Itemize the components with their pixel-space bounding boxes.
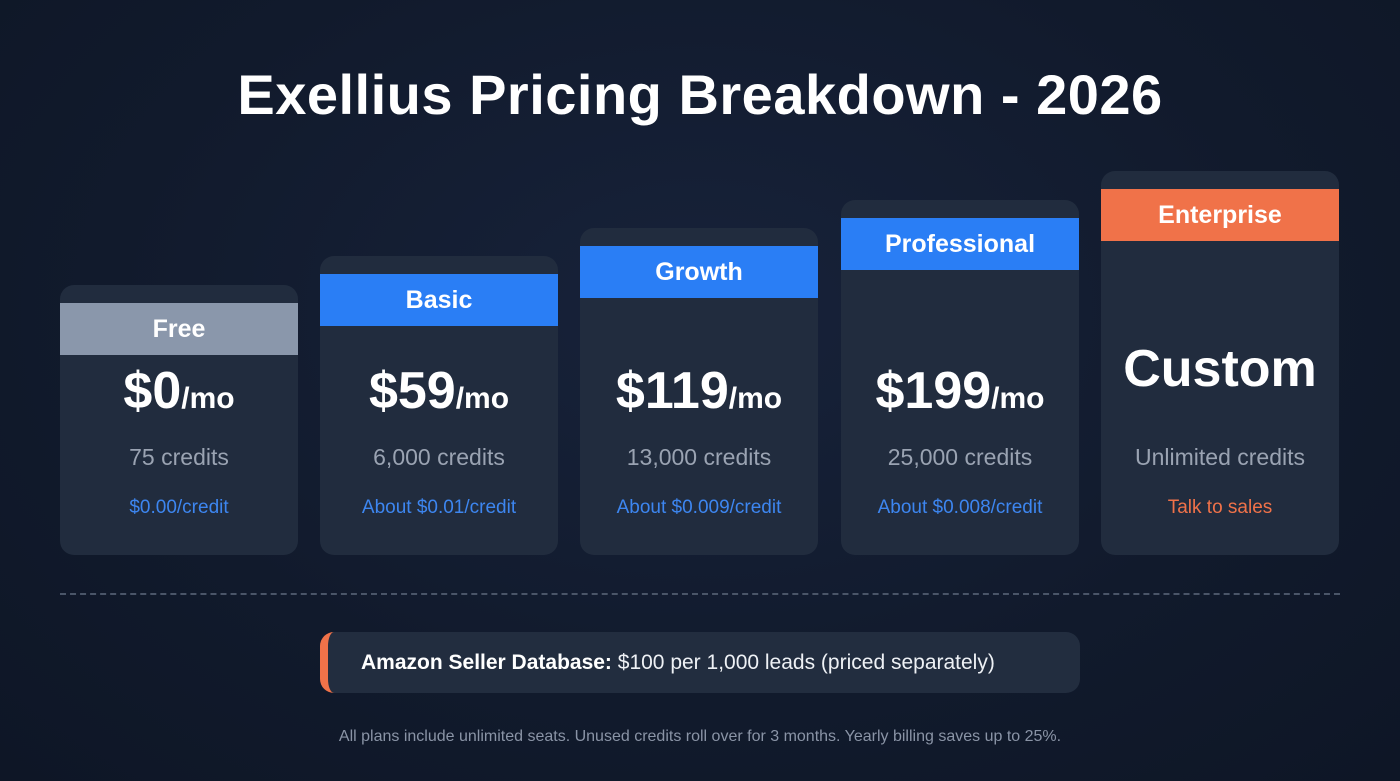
plan-price: $0/mo: [60, 365, 298, 425]
plan-card-growth: Growth $119/mo 13,000 credits About $0.0…: [580, 228, 818, 555]
plan-credits: 6,000 credits: [373, 444, 505, 470]
plan-card-free: Free $0/mo 75 credits $0.00/credit: [60, 285, 298, 555]
price-amount: $119: [615, 362, 729, 420]
plan-per-credit: About $0.008/credit: [877, 497, 1043, 518]
plan-per-credit: $0.00/credit: [129, 497, 229, 518]
plan-contact-sales: Talk to sales: [1167, 497, 1273, 518]
footer-note: All plans include unlimited seats. Unuse…: [338, 728, 1062, 745]
plan-name: Professional: [841, 218, 1079, 270]
price-unit: /mo: [181, 382, 235, 415]
plan-name: Growth: [580, 246, 818, 298]
plan-credits: Unlimited credits: [1135, 444, 1305, 470]
addon-label: Amazon Seller Database:: [361, 651, 612, 674]
plan-price: Custom: [1101, 343, 1339, 403]
addon-banner: Amazon Seller Database: $100 per 1,000 l…: [320, 632, 1080, 693]
plan-credits: 75 credits: [129, 444, 229, 470]
price-unit: /mo: [455, 382, 510, 415]
price-amount: Custom: [1123, 340, 1317, 398]
price-unit: /mo: [728, 382, 783, 415]
price-amount: $199: [875, 362, 992, 420]
plan-card-basic: Basic $59/mo 6,000 credits About $0.01/c…: [320, 256, 558, 555]
plan-name: Enterprise: [1101, 189, 1339, 241]
price-amount: $59: [368, 362, 456, 420]
plan-per-credit: About $0.009/credit: [616, 497, 782, 518]
plan-price: $59/mo: [320, 365, 558, 425]
page-title: Exellius Pricing Breakdown - 2026: [237, 63, 1163, 126]
plan-price: $199/mo: [841, 365, 1079, 425]
plan-name: Basic: [320, 274, 558, 326]
plan-price: $119/mo: [580, 365, 818, 425]
plan-card-enterprise: Enterprise Custom Unlimited credits Talk…: [1101, 171, 1339, 555]
plan-credits: 25,000 credits: [887, 444, 1033, 470]
plan-name: Free: [60, 303, 298, 355]
divider: [60, 593, 1340, 595]
plan-credits: 13,000 credits: [626, 444, 772, 470]
price-amount: $0: [123, 362, 182, 420]
addon-text: $100 per 1,000 leads (priced separately): [611, 651, 995, 674]
plan-card-professional: Professional $199/mo 25,000 credits Abou…: [841, 200, 1079, 555]
price-unit: /mo: [991, 382, 1045, 415]
plan-per-credit: About $0.01/credit: [361, 497, 517, 518]
